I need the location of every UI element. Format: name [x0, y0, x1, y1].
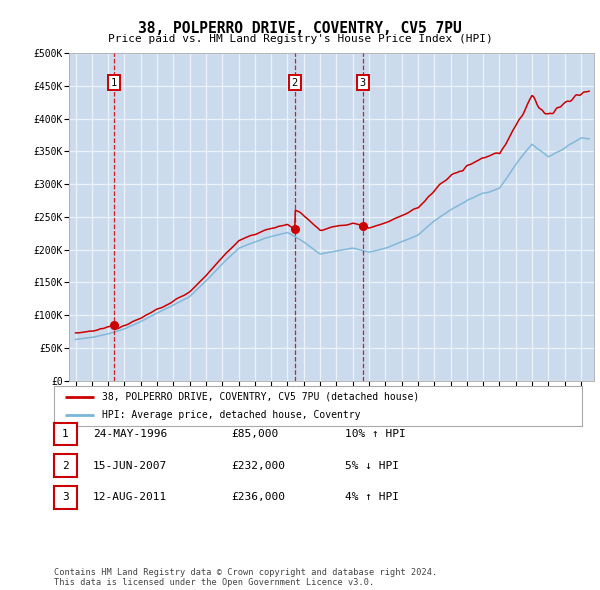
Text: HPI: Average price, detached house, Coventry: HPI: Average price, detached house, Cove…: [101, 410, 360, 420]
Text: £85,000: £85,000: [231, 430, 278, 439]
Text: Contains HM Land Registry data © Crown copyright and database right 2024.
This d: Contains HM Land Registry data © Crown c…: [54, 568, 437, 587]
Text: 3: 3: [359, 77, 366, 87]
Text: 4% ↑ HPI: 4% ↑ HPI: [345, 493, 399, 502]
Text: 10% ↑ HPI: 10% ↑ HPI: [345, 430, 406, 439]
Text: 38, POLPERRO DRIVE, COVENTRY, CV5 7PU: 38, POLPERRO DRIVE, COVENTRY, CV5 7PU: [138, 21, 462, 35]
Text: 15-JUN-2007: 15-JUN-2007: [93, 461, 167, 470]
Text: 2: 2: [292, 77, 298, 87]
Text: 1: 1: [62, 430, 69, 439]
Text: 3: 3: [62, 493, 69, 502]
Text: 38, POLPERRO DRIVE, COVENTRY, CV5 7PU (detached house): 38, POLPERRO DRIVE, COVENTRY, CV5 7PU (d…: [101, 392, 419, 402]
Text: 12-AUG-2011: 12-AUG-2011: [93, 493, 167, 502]
Text: Price paid vs. HM Land Registry's House Price Index (HPI): Price paid vs. HM Land Registry's House …: [107, 34, 493, 44]
Text: £236,000: £236,000: [231, 493, 285, 502]
Text: 24-MAY-1996: 24-MAY-1996: [93, 430, 167, 439]
Text: 5% ↓ HPI: 5% ↓ HPI: [345, 461, 399, 470]
Text: £232,000: £232,000: [231, 461, 285, 470]
Text: 2: 2: [62, 461, 69, 470]
Text: 1: 1: [111, 77, 118, 87]
